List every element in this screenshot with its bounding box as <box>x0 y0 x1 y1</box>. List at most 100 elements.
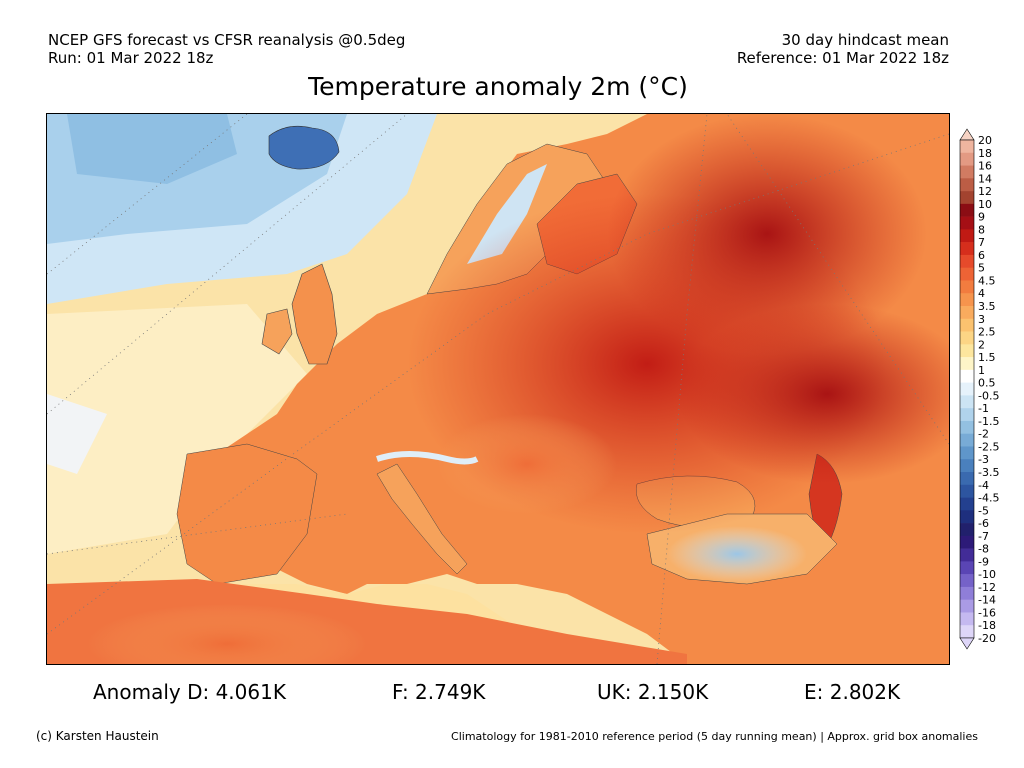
legend-swatch <box>960 216 974 230</box>
color-legend: 20 18 16 14 12 10 9 8 7 6 5 4.5 4 3.5 3 2.5 2 1.5 1 0.5 -0.5… <box>958 128 1024 650</box>
anomaly-germany: Anomaly D: 4.061K <box>93 680 286 704</box>
norwegian-sea-cold <box>67 114 237 184</box>
legend-swatch <box>960 229 974 243</box>
atlantic-pale <box>47 394 107 474</box>
legend-swatch <box>960 242 974 256</box>
legend-label: 10 <box>978 198 992 211</box>
legend-label: 5 <box>978 262 985 275</box>
anomaly-uk: UK: 2.150K <box>597 680 709 704</box>
legend-label: -3 <box>978 453 989 466</box>
legend-label: -6 <box>978 517 989 530</box>
legend-label: -8 <box>978 543 989 556</box>
legend-label: 2.5 <box>978 326 996 339</box>
legend-label: -12 <box>978 581 996 594</box>
legend-label: 3.5 <box>978 300 996 313</box>
legend-swatch <box>960 382 974 396</box>
legend-label: 12 <box>978 185 992 198</box>
run-time: Run: 01 Mar 2022 18z <box>48 49 214 67</box>
header-right: 30 day hindcast mean Reference: 01 Mar 2… <box>737 31 949 67</box>
russia-warm-south <box>677 304 949 484</box>
legend-label: -2 <box>978 428 989 441</box>
map-canvas <box>47 114 949 664</box>
legend-label: 16 <box>978 160 992 173</box>
legend-swatch <box>960 535 974 549</box>
legend-swatch <box>960 523 974 537</box>
legend-label: 14 <box>978 172 992 185</box>
reference-time: Reference: 01 Mar 2022 18z <box>736 49 949 67</box>
legend-swatch <box>960 497 974 511</box>
header-left: NCEP GFS forecast vs CFSR reanalysis @0.… <box>48 31 405 67</box>
atlantic-west <box>47 304 307 554</box>
legend-label: 18 <box>978 147 992 160</box>
graticule <box>47 114 949 664</box>
anomaly-france: F: 2.749K <box>392 680 486 704</box>
legend-swatch <box>960 510 974 524</box>
legend-label: -10 <box>978 568 996 581</box>
period-description: 30 day hindcast mean <box>781 31 949 49</box>
legend-swatch <box>960 152 974 166</box>
legend-label: -9 <box>978 555 989 568</box>
legend-scale: 201816141210987654.543.532.521.510.5-0.5… <box>959 128 999 650</box>
legend-label: -14 <box>978 594 996 607</box>
legend-label: -1 <box>978 402 989 415</box>
anatolia-cold-anomaly <box>667 526 807 582</box>
legend-swatch <box>960 254 974 268</box>
legend-swatch <box>960 484 974 498</box>
legend-label: 3 <box>978 313 985 326</box>
legend-label: -5 <box>978 504 989 517</box>
legend-label: 1 <box>978 364 985 377</box>
legend-min-arrow <box>959 637 975 650</box>
legend-label: 4 <box>978 287 985 300</box>
iberia <box>176 443 318 585</box>
legend-label: -7 <box>978 530 989 543</box>
legend-swatch <box>960 318 974 332</box>
legend-swatch <box>960 267 974 281</box>
legend-swatch <box>960 561 974 575</box>
map-title: Temperature anomaly 2m (°C) <box>308 72 688 101</box>
legend-label: 20 <box>978 134 992 147</box>
legend-label: -1.5 <box>978 415 999 428</box>
legend-label: -4.5 <box>978 492 999 505</box>
legend-label: -20 <box>978 632 996 645</box>
legend-swatch <box>960 459 974 473</box>
legend-swatch <box>960 612 974 626</box>
central-europe-warm <box>437 414 617 514</box>
legend-swatch <box>960 395 974 409</box>
alps-cold <box>376 451 479 465</box>
legend-label: 1.5 <box>978 351 996 364</box>
anomaly-spain: E: 2.802K <box>804 680 901 704</box>
legend-label: -3.5 <box>978 466 999 479</box>
legend-label: 6 <box>978 249 985 262</box>
legend-label: 2 <box>978 338 985 351</box>
legend-label: 4.5 <box>978 274 996 287</box>
legend-label: 8 <box>978 223 985 236</box>
legend-swatch <box>960 203 974 217</box>
legend-swatch <box>960 280 974 294</box>
legend-swatch <box>960 586 974 600</box>
legend-swatch <box>960 420 974 434</box>
legend-label: 7 <box>978 236 985 249</box>
legend-swatch <box>960 178 974 192</box>
legend-swatch <box>960 548 974 562</box>
legend-label: -4 <box>978 479 989 492</box>
anomaly-map <box>46 113 950 665</box>
legend-swatch <box>960 306 974 320</box>
legend-max-arrow <box>959 128 975 141</box>
legend-label: 0.5 <box>978 377 996 390</box>
iceland <box>268 125 340 170</box>
russia-warm-north <box>607 114 927 354</box>
legend-swatch <box>960 446 974 460</box>
great-britain <box>291 263 338 365</box>
legend-swatch <box>960 369 974 383</box>
legend-label: 9 <box>978 211 985 224</box>
climatology-note: Climatology for 1981-2010 reference peri… <box>451 730 978 743</box>
legend-swatch <box>960 599 974 613</box>
italy <box>376 463 468 575</box>
legend-label: -18 <box>978 619 996 632</box>
ireland <box>261 308 293 355</box>
legend-swatch <box>960 140 974 154</box>
model-description: NCEP GFS forecast vs CFSR reanalysis @0.… <box>48 31 406 49</box>
legend-label: -0.5 <box>978 389 999 402</box>
copyright: (c) Karsten Haustein <box>36 729 159 743</box>
legend-swatch <box>960 293 974 307</box>
